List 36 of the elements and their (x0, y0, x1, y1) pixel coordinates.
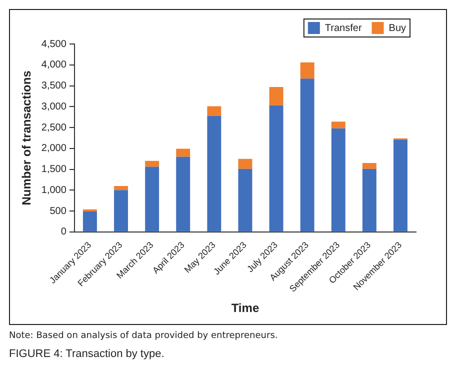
legend-label: Buy (388, 22, 406, 34)
y-tick-label: 3,000 (41, 101, 67, 112)
text: FIGURE 4: Transaction by type. (9, 348, 164, 360)
bar (145, 160, 160, 167)
y-tick-label: 2,500 (41, 122, 67, 134)
bar (300, 78, 314, 232)
bar (238, 158, 252, 169)
bar (269, 105, 284, 232)
y-tick-label: 4,000 (41, 60, 67, 71)
bar (331, 128, 346, 232)
bar (207, 106, 222, 116)
bar (207, 116, 222, 232)
y-tick-label: 2,000 (41, 143, 67, 154)
bar (176, 156, 190, 232)
bar (269, 87, 284, 106)
y-tick-label: 1,000 (41, 184, 67, 196)
bar (331, 122, 346, 128)
bar (362, 168, 376, 232)
bar (145, 166, 160, 232)
x-axis-title: Time (231, 301, 260, 316)
y-tick-label: 3,500 (41, 80, 67, 92)
y-tick-label: 4,500 (41, 38, 67, 50)
bar (82, 211, 97, 232)
bar (114, 190, 128, 232)
bar (300, 62, 314, 79)
bar (114, 186, 128, 190)
y-axis-title: Number of transactions (20, 70, 34, 206)
bar (176, 148, 190, 157)
y-tick-label: 1,500 (41, 164, 67, 176)
bar (238, 168, 252, 232)
y-tick-label: 0 (60, 226, 67, 238)
bar (362, 163, 376, 169)
y-tick-label: 500 (50, 206, 67, 217)
legend-label: Transfer (324, 22, 362, 34)
bar (393, 140, 408, 232)
text: Note: Based on analysis of data provided by entrepreneurs. (9, 331, 278, 341)
